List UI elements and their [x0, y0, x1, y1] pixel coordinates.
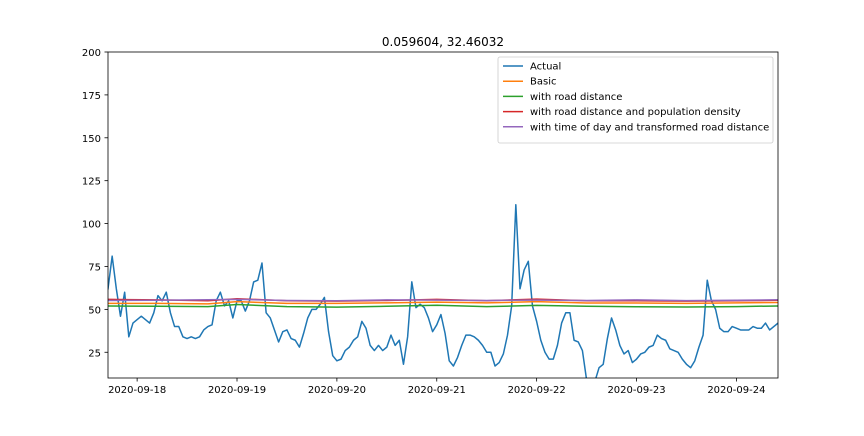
legend-box [497, 56, 774, 144]
y-tick-label: 50 [88, 305, 101, 316]
axes: 25 50 75 100 125 150 175 200 2020-09-18 2020-09-1… [82, 48, 779, 396]
y-tick-label: 75 [88, 262, 101, 273]
series-line-1 [108, 300, 778, 305]
y-tick-label: 175 [82, 91, 101, 102]
y-tick-label: 100 [82, 220, 101, 231]
y-tick-label: 150 [82, 134, 101, 145]
series-line-4 [108, 298, 778, 302]
legend-label: Actual [530, 62, 561, 73]
legend-label: Basic [530, 77, 556, 88]
series-layer [108, 203, 778, 378]
legend-label: with road distance and population densit… [530, 107, 741, 118]
legend-label: with time of day and transformed road di… [530, 122, 769, 133]
y-tick-label: 125 [82, 177, 101, 188]
x-tick-label: 2020-09-18 [108, 385, 166, 396]
x-tick-label: 2020-09-20 [308, 385, 366, 396]
x-tick-label: 2020-09-23 [607, 385, 665, 396]
series-line-2 [108, 303, 778, 308]
legend: Actual Basic with road distance with road d… [497, 56, 774, 144]
x-tick-label: 2020-09-22 [508, 385, 566, 396]
chart-title: 0.059604, 32.46032 [382, 35, 504, 49]
series-line-0 [108, 203, 778, 378]
x-tick-label: 2020-09-21 [408, 385, 466, 396]
y-tick-label: 25 [88, 348, 101, 359]
plot-frame [107, 51, 779, 379]
legend-label: with road distance [530, 92, 622, 103]
x-tick-label: 2020-09-19 [208, 385, 266, 396]
y-tick-label: 200 [82, 48, 101, 59]
x-tick-label: 2020-09-24 [707, 385, 765, 396]
